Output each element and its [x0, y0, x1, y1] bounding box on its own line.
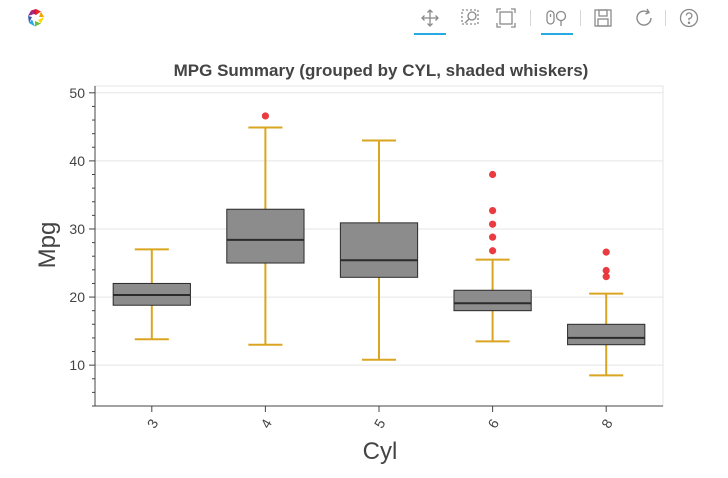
box-select-icon[interactable]: [494, 6, 518, 30]
y-tick-label: 30: [69, 221, 85, 237]
reset-icon[interactable]: [632, 6, 656, 30]
bokeh-logo-icon[interactable]: [24, 6, 48, 30]
pan-icon[interactable]: [414, 6, 446, 35]
x-axis-label: Cyl: [363, 438, 398, 465]
toolbar-separator: [580, 10, 581, 26]
toolbar: [0, 0, 728, 40]
toolbar-separator: [530, 10, 531, 26]
box-glyphs: [112, 112, 646, 377]
toolbar-separator: [665, 10, 666, 26]
outlier-point: [602, 273, 610, 281]
box-iqr: [226, 208, 305, 264]
outlier-point: [489, 206, 497, 215]
wheel-zoom-icon[interactable]: [541, 6, 573, 35]
outlier-point: [602, 266, 610, 275]
box-iqr: [339, 222, 419, 278]
box-iqr: [453, 289, 532, 312]
outlier-point: [489, 247, 497, 255]
box-zoom-icon[interactable]: [459, 6, 483, 30]
chart-title: MPG Summary (grouped by CYL, shaded whis…: [174, 61, 589, 80]
outlier-point: [602, 248, 610, 256]
help-icon[interactable]: [677, 6, 701, 30]
outlier-point: [261, 112, 269, 120]
y-axis-label: Mpg: [34, 222, 61, 269]
box-iqr: [567, 323, 646, 346]
outlier-point: [489, 220, 497, 228]
y-tick-label: 50: [69, 85, 85, 101]
y-tick-label: 10: [69, 357, 85, 373]
outlier-point: [489, 233, 497, 241]
y-tick-label: 40: [69, 153, 85, 169]
save-icon[interactable]: [591, 6, 615, 30]
outlier-point: [489, 170, 497, 179]
y-tick-label: 20: [69, 289, 85, 305]
box-plot[interactable]: MPG Summary (grouped by CYL, shaded whis…: [0, 40, 728, 478]
